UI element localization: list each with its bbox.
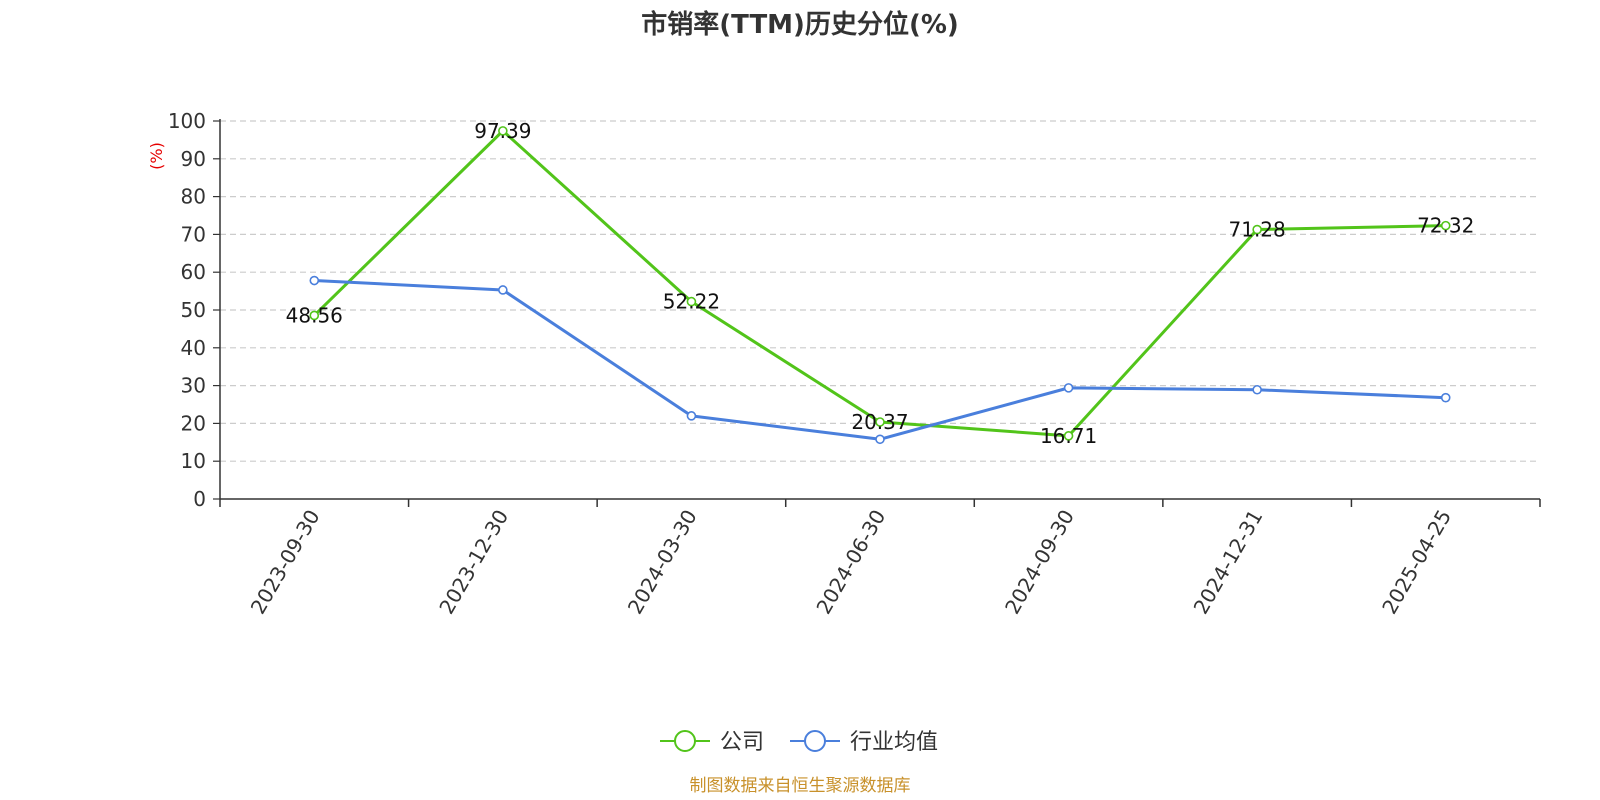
data-label-s0-5: 71.28 [1229,218,1286,242]
legend-item-0[interactable]: 公司 [660,730,764,755]
data-point-s1-1[interactable] [498,285,508,295]
legend-item-1[interactable]: 行业均值 [790,730,938,755]
legend-marker-1 [804,730,826,752]
data-point-s1-5[interactable] [1252,384,1262,395]
data-label-s0-0: 48.56 [286,303,343,327]
data-label-s0-4: 16.71 [1040,424,1097,448]
data-point-s0-6[interactable] [1440,220,1451,231]
y-tick-label-1: 10 [181,449,206,473]
y-tick-label-8: 80 [181,185,206,209]
data-point-s0-1[interactable] [498,126,508,136]
data-point-s1-2[interactable] [686,411,697,421]
y-tick-label-7: 70 [181,222,206,246]
data-point-s1-3[interactable] [875,434,885,445]
data-labels: 48.56 97.39 52.22 20.37 16.71 71.28 72.32 [286,119,1475,448]
data-point-s0-4[interactable] [1063,431,1074,441]
x-tick-label-2: 2024-03-30 [623,506,702,619]
data-point-s1-4[interactable] [1063,383,1074,393]
x-tick-label-3: 2024-06-30 [811,506,890,619]
y-tick-label-0: 0 [193,487,206,511]
x-tick-labels: 2023-09-30 2023-12-30 2024-03-30 2024-06-30… [246,506,1456,619]
data-point-s1-0[interactable] [309,275,320,286]
legend-marker-0 [674,730,696,752]
x-tick-label-1: 2023-12-30 [434,506,513,619]
data-label-s0-3: 20.37 [851,410,908,434]
y-tick-label-9: 90 [181,147,206,171]
x-tick-label-6: 2025-04-25 [1377,506,1456,619]
y-tick-label-4: 40 [181,336,206,360]
x-tick-label-5: 2024-12-31 [1189,506,1268,619]
grid-lines [220,120,1540,462]
x-tick-label-0: 2023-09-30 [246,506,325,619]
data-point-s0-3[interactable] [875,417,885,427]
data-point-s0-0[interactable] [309,310,320,321]
y-tick-label-2: 20 [181,411,206,435]
source-note: 制图数据来自恒生聚源数据库 [690,776,911,796]
y-tick-label-5: 50 [181,298,206,322]
legend-label-0: 公司 [720,730,764,755]
axes [213,119,1541,507]
data-label-s0-6: 72.32 [1417,214,1474,238]
y-axis-label: (%) [147,142,166,170]
x-tick-label-4: 2024-09-30 [1000,506,1079,619]
y-tick-label-10: 100 [168,109,206,133]
data-point-s0-2[interactable] [686,296,697,307]
y-tick-label-6: 60 [181,260,206,284]
data-point-s0-5[interactable] [1252,224,1262,235]
legend-label-1: 行业均值 [850,730,938,755]
y-tick-labels: 0 10 20 30 40 50 60 70 80 90 100 [168,109,206,511]
legend[interactable]: 公司 行业均值 [660,730,938,755]
y-tick-label-3: 30 [181,374,206,398]
data-point-s1-6[interactable] [1440,392,1451,403]
data-label-s0-2: 52.22 [663,290,720,314]
chart-title: 市销率(TTM)历史分位(%) [641,9,959,40]
series-layer [309,126,1451,445]
data-label-s0-1: 97.39 [474,119,531,143]
